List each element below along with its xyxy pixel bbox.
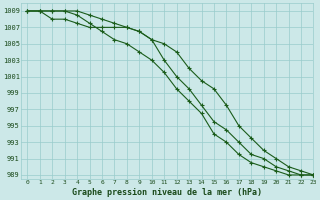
X-axis label: Graphe pression niveau de la mer (hPa): Graphe pression niveau de la mer (hPa) <box>72 188 262 197</box>
